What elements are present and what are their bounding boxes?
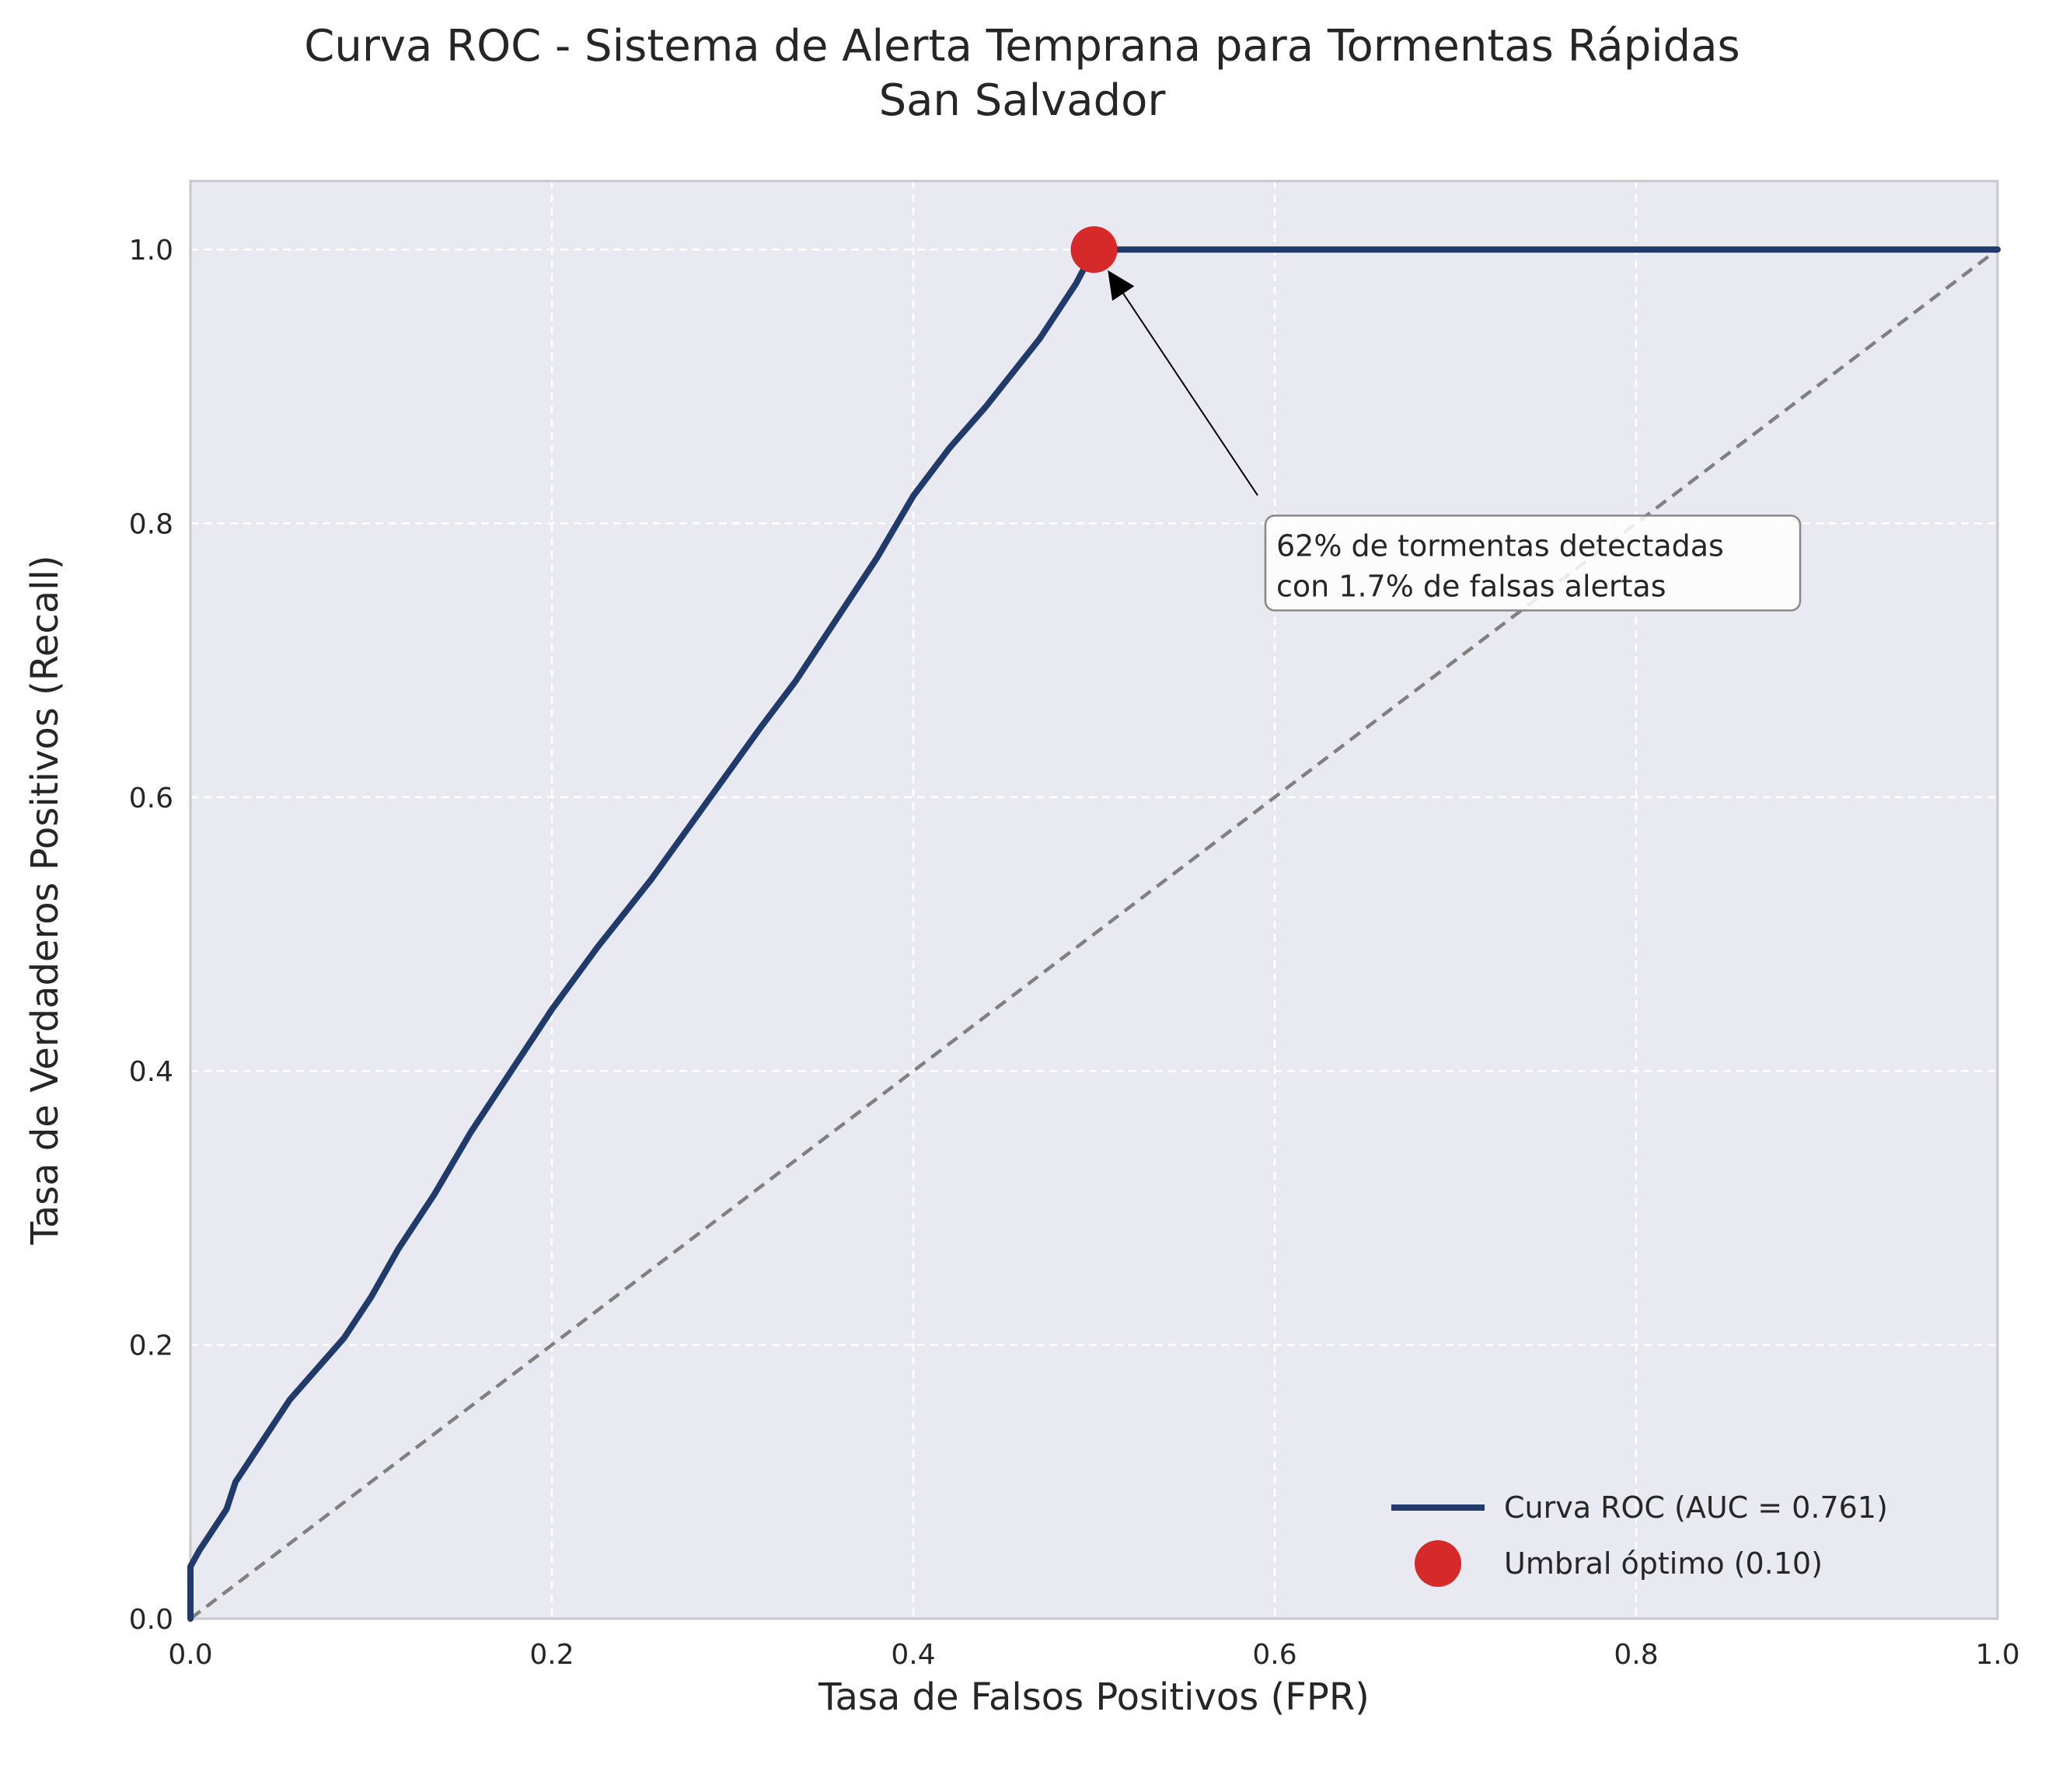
plot-area: 62% de tormentas detectadas con 1.7% de f… [187,180,2001,1622]
x-tick-label: 1.0 [1975,1639,2019,1671]
optimal-threshold-point [1070,226,1118,274]
x-tick-label: 0.8 [1614,1639,1658,1671]
y-tick-label: 0.8 [129,508,173,540]
series-layer [187,246,2001,1622]
annotation-text-line: 62% de tormentas detectadas [1276,528,1724,563]
roc-curve-line [187,246,2001,1622]
plot-frame [189,180,1999,1620]
x-tick-label: 0.2 [529,1639,574,1671]
legend-label: Umbral óptimo (0.10) [1504,1546,1823,1581]
x-axis-ticks: 0.0 0.2 0.4 0.6 0.8 1.0 [168,1639,2019,1671]
legend-label: Curva ROC (AUC = 0.761) [1504,1490,1888,1525]
chart-title: Curva ROC - Sistema de Alerta Temprana p… [304,21,1740,126]
y-axis-ticks: 0.0 0.2 0.4 0.6 0.8 1.0 [129,235,173,1636]
y-tick-label: 0.4 [129,1056,173,1088]
annotation: 62% de tormentas detectadas con 1.7% de f… [1108,270,1802,612]
y-tick-label: 0.2 [129,1330,173,1362]
diagonal-reference-line [189,248,1999,1620]
x-tick-label: 0.0 [168,1639,212,1671]
legend: Curva ROC (AUC = 0.761) Umbral óptimo (0.… [1391,1490,1888,1587]
grid-vertical [550,181,1638,1619]
y-tick-label: 1.0 [129,235,173,267]
y-tick-label: 0.0 [129,1604,173,1636]
y-axis-label: Tasa de Verdaderos Positivos (Recall) [23,555,67,1245]
chart-title-line: San Salvador [879,75,1167,126]
y-tick-label: 0.6 [129,783,173,814]
points-layer [1070,226,1118,274]
annotation-arrow-line [1122,293,1258,497]
x-tick-label: 0.6 [1252,1639,1296,1671]
annotation-arrow-head [1108,270,1135,302]
x-tick-label: 0.4 [891,1639,935,1671]
legend-point-swatch [1415,1540,1461,1587]
plot-background [190,181,1998,1619]
annotation-box [1264,514,1802,612]
chart-title-line: Curva ROC - Sistema de Alerta Temprana p… [304,21,1740,71]
annotation-text-line: con 1.7% de falsas alertas [1276,569,1666,603]
x-axis-label: Tasa de Falsos Positivos (FPR) [818,1675,1370,1719]
